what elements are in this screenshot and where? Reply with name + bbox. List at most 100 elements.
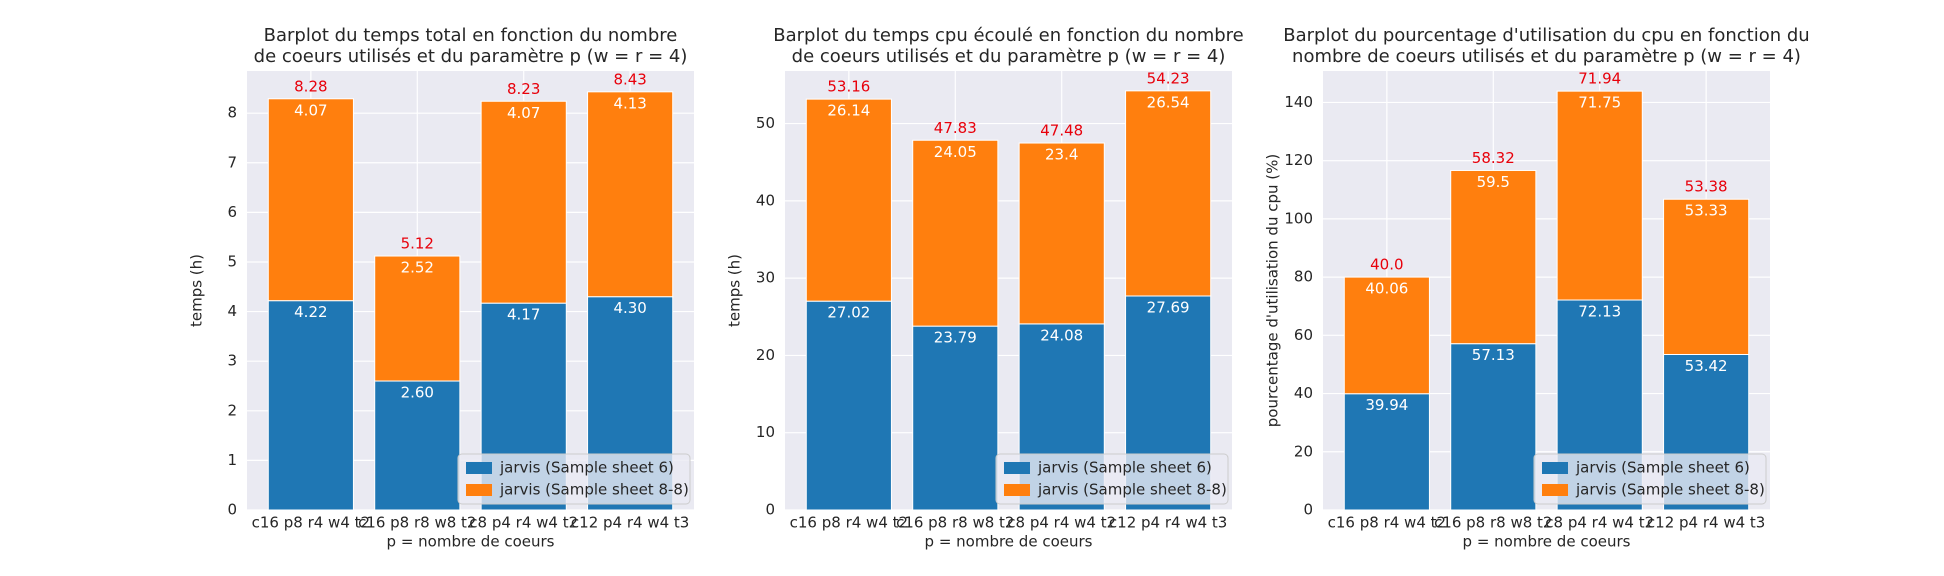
y-axis-label: temps (h) [726, 254, 744, 327]
x-axis-label: p = nombre de coeurs [1463, 533, 1631, 551]
y-tick-label: 30 [756, 269, 775, 287]
y-tick-label: 2 [227, 401, 237, 419]
value-label: 4.13 [613, 94, 646, 112]
value-label: 24.08 [1040, 326, 1083, 344]
legend-label: jarvis (Sample sheet 6) [1575, 459, 1750, 477]
value-label: 2.60 [401, 384, 434, 402]
y-tick-label: 140 [1284, 93, 1313, 111]
total-label: 53.38 [1685, 178, 1728, 196]
value-label: 27.02 [827, 304, 870, 322]
x-tick-label: c12 p4 r4 w4 t3 [571, 514, 689, 532]
legend-label: jarvis (Sample sheet 6) [499, 459, 674, 477]
x-tick-label: c16 p8 r4 w4 t2 [790, 514, 908, 532]
x-tick-label: c12 p4 r4 w4 t3 [1109, 514, 1227, 532]
bar-segment [805, 98, 892, 302]
bar-segment [1343, 276, 1430, 395]
value-label: 23.79 [934, 329, 977, 347]
y-tick-label: 1 [227, 451, 237, 469]
value-label: 2.52 [401, 259, 434, 277]
y-tick-label: 20 [1294, 442, 1313, 460]
value-label: 57.13 [1472, 346, 1515, 364]
bar-segment [805, 300, 892, 511]
value-label: 24.05 [934, 143, 977, 161]
value-label: 72.13 [1578, 303, 1621, 321]
legend-swatch [1004, 484, 1030, 496]
total-label: 58.32 [1472, 149, 1515, 167]
y-tick-label: 40 [1294, 384, 1313, 402]
total-label: 71.94 [1578, 70, 1621, 88]
x-tick-label: c16 p8 r4 w4 t2 [252, 514, 370, 532]
x-axis-label: p = nombre de coeurs [387, 533, 555, 551]
value-label: 26.54 [1147, 93, 1190, 111]
value-label: 59.5 [1477, 173, 1510, 191]
legend-box [995, 453, 1229, 505]
x-tick-label: c16 p8 r8 w8 t2 [896, 514, 1014, 532]
y-axis-label: pourcentage d'utilisation du cpu (%) [1264, 154, 1282, 427]
bar-segment [1343, 393, 1430, 511]
y-tick-label: 4 [227, 302, 237, 320]
y-tick-label: 0 [1303, 501, 1313, 519]
value-label: 4.07 [294, 101, 327, 119]
total-label: 8.28 [294, 77, 327, 95]
value-label: 4.17 [507, 306, 540, 324]
value-label: 40.06 [1365, 280, 1408, 298]
y-axis-label: temps (h) [188, 254, 206, 327]
y-tick-label: 60 [1294, 326, 1313, 344]
value-label: 4.30 [613, 299, 646, 317]
bar-segment [1018, 142, 1105, 325]
total-label: 47.83 [934, 119, 977, 137]
total-label: 5.12 [401, 235, 434, 253]
bar-segment [1450, 343, 1537, 511]
x-tick-label: c12 p4 r4 w4 t3 [1647, 514, 1765, 532]
total-label: 53.16 [827, 78, 870, 96]
value-label: 4.07 [507, 104, 540, 122]
y-tick-label: 7 [227, 153, 237, 171]
total-label: 54.23 [1147, 69, 1190, 87]
legend-box [1533, 453, 1767, 505]
bar-segment [1556, 90, 1643, 301]
y-tick-label: 0 [227, 501, 237, 519]
legend-swatch [466, 462, 492, 474]
bar-segment [267, 98, 354, 302]
legend-swatch [1542, 484, 1568, 496]
y-tick-label: 40 [756, 191, 775, 209]
bar-segment [480, 100, 567, 304]
value-label: 39.94 [1365, 396, 1408, 414]
chart-title: Barplot du temps total en fonction du no… [264, 25, 678, 46]
bar-segment [912, 139, 999, 327]
total-label: 47.48 [1040, 122, 1083, 140]
x-axis-label: p = nombre de coeurs [925, 533, 1093, 551]
x-tick-label: c16 p8 r8 w8 t2 [358, 514, 476, 532]
legend-label: jarvis (Sample sheet 8-8) [1575, 481, 1765, 499]
value-label: 26.14 [827, 102, 870, 120]
bar-segment [587, 91, 674, 298]
value-label: 53.42 [1685, 357, 1728, 375]
bar-segment [374, 255, 461, 382]
y-tick-label: 0 [765, 501, 775, 519]
value-label: 71.75 [1578, 94, 1621, 112]
bar-segment [267, 300, 354, 511]
x-tick-label: c16 p8 r4 w4 t2 [1328, 514, 1446, 532]
chart-title: Barplot du pourcentage d'utilisation du … [1283, 25, 1809, 46]
x-tick-label: c8 p4 r4 w4 t2 [469, 514, 578, 532]
y-tick-label: 10 [756, 423, 775, 441]
y-tick-label: 50 [756, 114, 775, 132]
chart-title: nombre de coeurs utilisés et du paramètr… [1292, 46, 1801, 67]
bar-segment [374, 380, 461, 511]
y-tick-label: 5 [227, 252, 237, 270]
total-label: 40.0 [1370, 256, 1403, 274]
value-label: 53.33 [1685, 202, 1728, 220]
y-tick-label: 3 [227, 352, 237, 370]
bar-segment [1125, 90, 1212, 297]
value-label: 23.4 [1045, 146, 1078, 164]
legend-swatch [1004, 462, 1030, 474]
legend-swatch [466, 484, 492, 496]
bar-segment [912, 325, 999, 511]
value-label: 27.69 [1147, 298, 1190, 316]
y-tick-label: 8 [227, 104, 237, 122]
x-tick-label: c8 p4 r4 w4 t2 [1007, 514, 1116, 532]
legend-label: jarvis (Sample sheet 8-8) [499, 481, 689, 499]
y-tick-label: 100 [1284, 209, 1313, 227]
y-tick-label: 20 [756, 346, 775, 364]
